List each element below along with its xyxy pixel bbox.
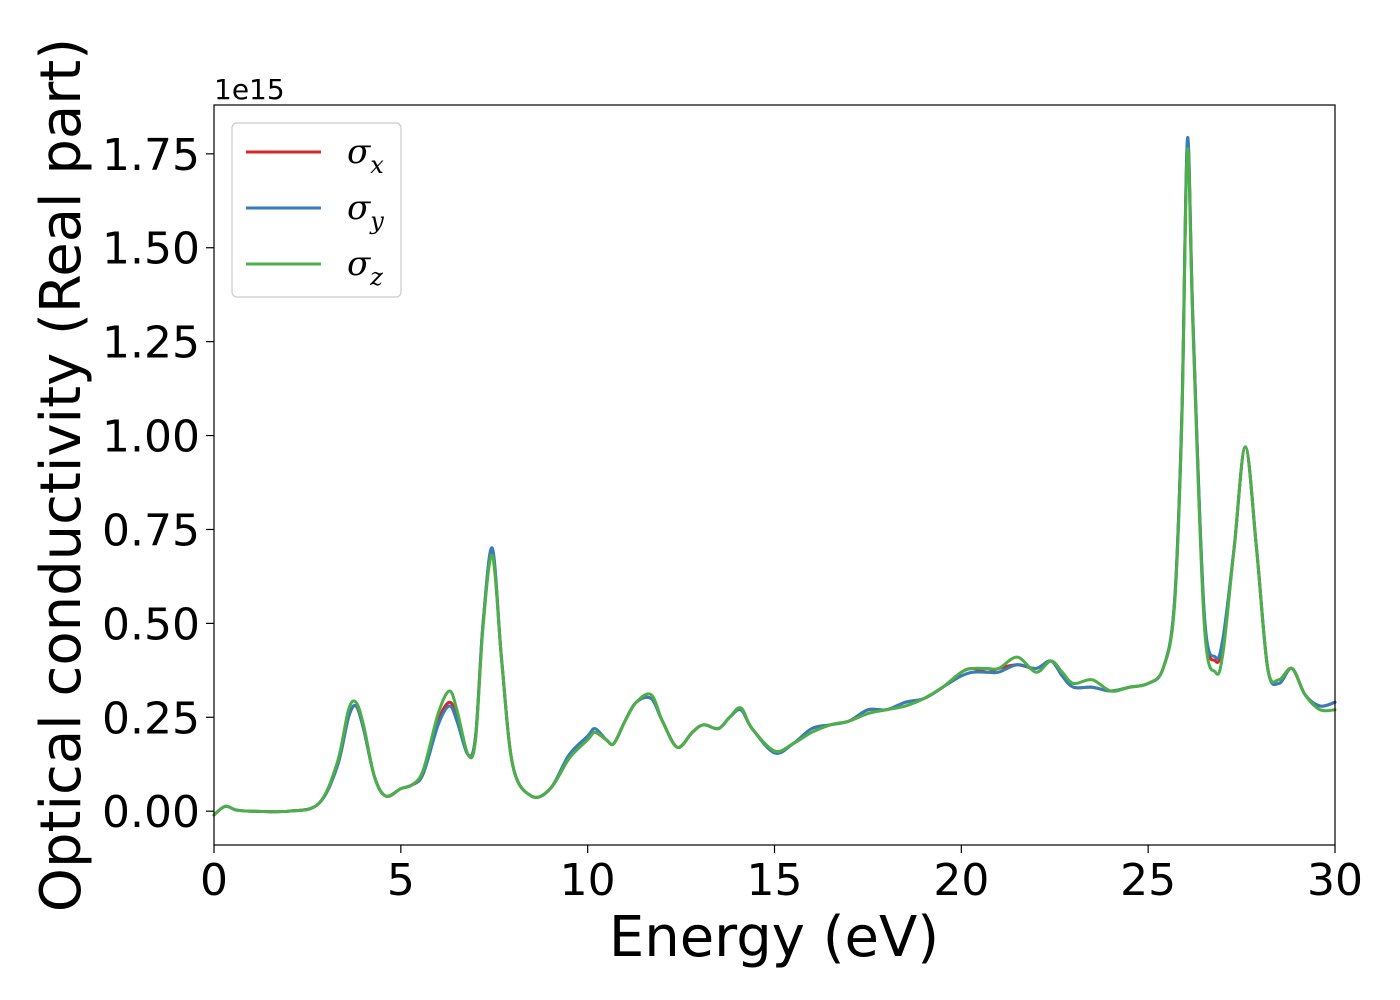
x-tick-label: 15 — [747, 855, 803, 906]
y-axis-title: Optical conductivity (Real part) — [29, 38, 94, 912]
y-tick-label: 1.50 — [102, 224, 200, 275]
x-tick-label: 5 — [387, 855, 415, 906]
y-tick-label: 0.75 — [102, 505, 200, 556]
y-tick-label: 0.50 — [102, 599, 200, 650]
x-tick-label: 25 — [1120, 855, 1176, 906]
y-tick-label: 1.75 — [102, 130, 200, 181]
y-axis: 0.00 0.25 0.50 0.75 1.00 1.25 1.50 1.75 — [102, 130, 214, 838]
y-tick-label: 1.00 — [102, 412, 200, 463]
y-offset-label: 1e15 — [214, 73, 285, 106]
x-tick-label: 30 — [1307, 855, 1363, 906]
y-tick-label: 0.00 — [102, 787, 200, 838]
series-line-z — [212, 147, 1337, 817]
x-tick-label: 20 — [933, 855, 989, 906]
x-axis: 0 5 10 15 20 25 30 — [200, 845, 1363, 906]
legend-box — [231, 122, 402, 298]
legend-label-y: σy — [347, 188, 384, 235]
x-tick-label: 0 — [200, 855, 228, 906]
y-tick-label: 1.25 — [102, 318, 200, 369]
series-layer — [212, 135, 1337, 817]
x-tick-label: 10 — [560, 855, 616, 906]
y-tick-label: 0.25 — [102, 693, 200, 744]
x-axis-title: Energy (eV) — [609, 905, 939, 970]
